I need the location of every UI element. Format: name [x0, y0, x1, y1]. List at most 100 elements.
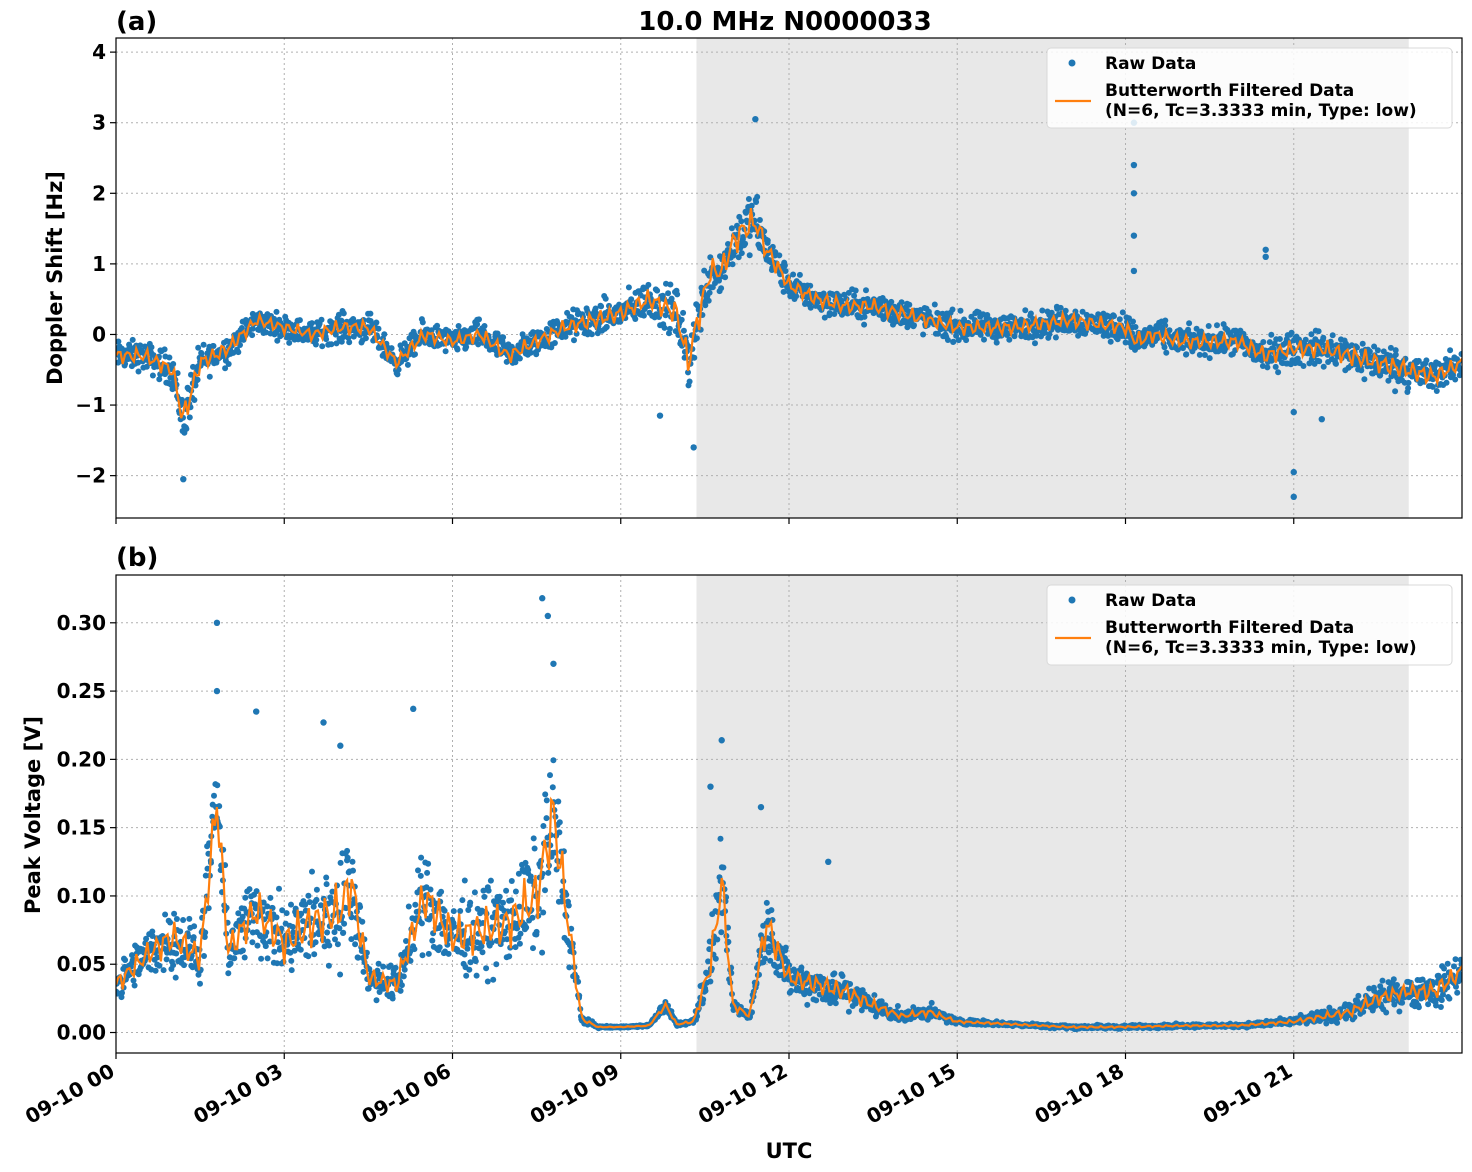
- raw-data-point: [662, 312, 669, 319]
- raw-data-point: [931, 301, 938, 308]
- raw-data-point: [484, 978, 491, 985]
- raw-data-point: [762, 955, 768, 962]
- raw-data-point: [288, 957, 295, 964]
- raw-data-point: [911, 322, 917, 329]
- raw-data-point: [1126, 315, 1132, 322]
- raw-data-point: [131, 982, 138, 989]
- raw-data-point: [235, 910, 242, 917]
- raw-data-point: [405, 903, 412, 910]
- raw-data-point: [852, 1000, 859, 1007]
- raw-data-point: [768, 907, 775, 914]
- filtered-line-0: [116, 207, 1462, 419]
- raw-outlier-point: [213, 687, 221, 695]
- raw-data-point: [1162, 322, 1169, 329]
- raw-data-point: [1272, 363, 1279, 370]
- raw-data-point: [373, 997, 380, 1004]
- raw-data-point: [143, 935, 150, 942]
- raw-data-point: [337, 859, 344, 866]
- raw-data-point: [707, 978, 714, 985]
- raw-data-point: [1032, 340, 1038, 347]
- raw-data-point: [350, 316, 357, 322]
- raw-data-point: [562, 333, 569, 340]
- raw-data-point: [823, 996, 829, 1003]
- raw-data-point: [249, 325, 256, 332]
- raw-data-point: [185, 933, 192, 940]
- raw-outlier-point: [1262, 246, 1269, 253]
- raw-data-point: [129, 952, 135, 959]
- raw-data-point: [832, 1000, 839, 1007]
- raw-data-point: [129, 336, 136, 343]
- raw-data-point: [340, 929, 347, 936]
- raw-data-point: [878, 998, 885, 1005]
- raw-data-point: [955, 337, 962, 344]
- raw-data-point: [274, 960, 281, 967]
- raw-data-point: [782, 944, 789, 951]
- raw-data-point: [738, 250, 745, 257]
- raw-outlier-point: [718, 737, 725, 744]
- raw-data-point: [485, 887, 492, 894]
- raw-data-point: [851, 292, 858, 299]
- raw-data-point: [1387, 344, 1394, 351]
- x-axis-label: UTC: [766, 1139, 813, 1163]
- raw-data-point: [1048, 309, 1055, 316]
- raw-data-point: [1394, 982, 1400, 988]
- raw-data-point: [191, 397, 198, 403]
- raw-data-point: [790, 271, 797, 278]
- raw-data-point: [257, 933, 264, 940]
- raw-data-point: [781, 262, 788, 269]
- raw-data-point: [804, 1001, 811, 1008]
- raw-data-point: [211, 792, 217, 799]
- raw-data-point: [602, 295, 609, 302]
- raw-data-point: [542, 887, 548, 894]
- raw-data-point: [807, 304, 814, 311]
- raw-data-point: [515, 870, 522, 877]
- raw-data-point: [1183, 351, 1190, 358]
- raw-data-point: [550, 757, 557, 764]
- raw-data-point: [1320, 363, 1327, 370]
- raw-data-point: [156, 376, 163, 383]
- raw-data-point: [404, 361, 411, 368]
- raw-data-point: [380, 963, 387, 970]
- raw-data-point: [592, 305, 599, 312]
- raw-data-point: [729, 261, 736, 268]
- raw-data-point: [831, 311, 838, 317]
- raw-data-point: [686, 378, 693, 385]
- raw-data-point: [1206, 355, 1213, 362]
- raw-data-point: [1374, 347, 1381, 354]
- raw-data-point: [156, 962, 163, 969]
- raw-data-point: [1275, 369, 1282, 376]
- raw-data-point: [1114, 336, 1121, 343]
- raw-data-point: [668, 295, 675, 302]
- raw-data-point: [496, 893, 503, 900]
- raw-data-point: [1161, 344, 1168, 351]
- y-tick-label: 0: [92, 322, 106, 346]
- raw-data-point: [640, 312, 647, 319]
- raw-data-point: [533, 351, 540, 358]
- raw-data-point: [271, 948, 278, 955]
- raw-data-point: [632, 316, 639, 322]
- raw-data-point: [173, 916, 180, 922]
- raw-data-point: [344, 854, 351, 861]
- raw-data-point: [163, 956, 170, 963]
- raw-data-point: [1039, 307, 1046, 314]
- raw-data-point: [397, 987, 404, 994]
- raw-data-point: [206, 373, 213, 380]
- raw-data-point: [346, 339, 353, 346]
- plot-area-1: [116, 595, 1462, 1033]
- raw-data-point: [332, 331, 339, 338]
- raw-data-point: [288, 901, 294, 908]
- raw-data-point: [343, 905, 350, 912]
- raw-data-point: [547, 772, 553, 779]
- raw-data-point: [1214, 322, 1220, 329]
- raw-data-point: [1294, 355, 1301, 362]
- raw-data-point: [242, 894, 249, 901]
- raw-data-point: [300, 918, 307, 925]
- raw-data-point: [352, 941, 359, 948]
- raw-data-point: [148, 344, 155, 351]
- raw-data-point: [350, 867, 356, 874]
- raw-data-point: [454, 346, 461, 353]
- raw-data-point: [1399, 999, 1406, 1006]
- raw-data-point: [530, 835, 537, 842]
- raw-data-point: [525, 867, 532, 873]
- raw-data-point: [424, 869, 431, 876]
